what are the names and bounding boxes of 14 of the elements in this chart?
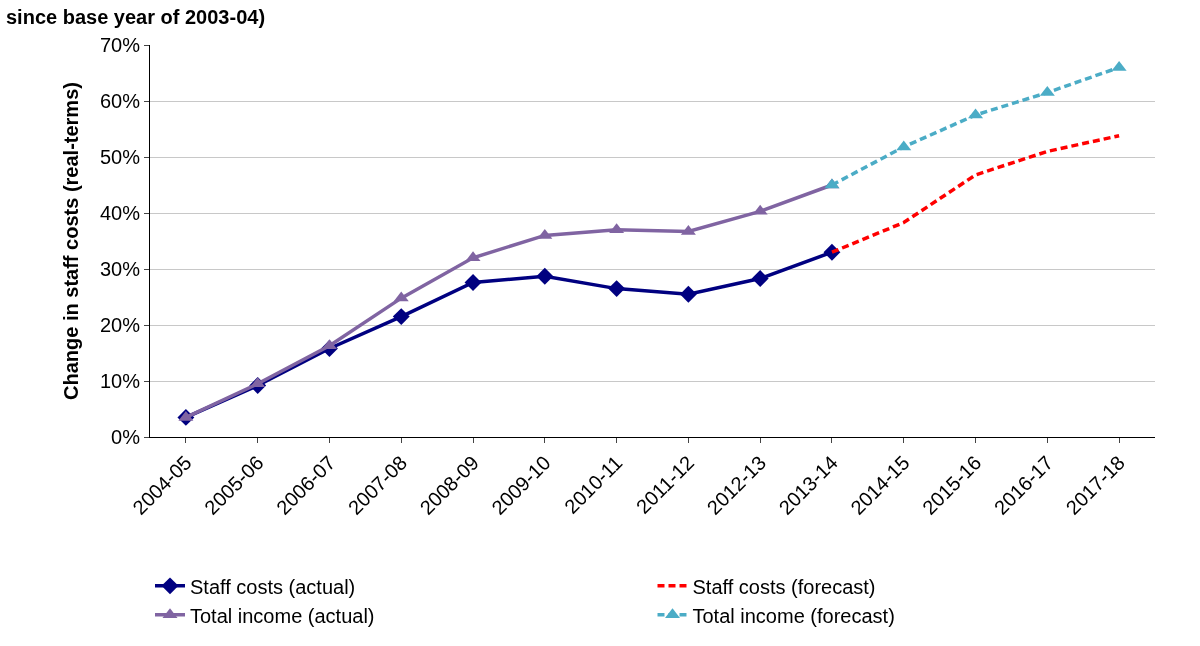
y-axis-title: Change in staff costs (real-terms)	[60, 82, 83, 400]
legend-label: Staff costs (forecast)	[692, 575, 876, 598]
y-tick-label: 60%	[99, 90, 141, 112]
y-tick-label: 10%	[99, 370, 141, 392]
y-tick-label: 50%	[99, 146, 141, 168]
y-tick-label: 20%	[99, 314, 141, 336]
y-tick-label: 40%	[99, 202, 141, 224]
y-tick-label: 0%	[111, 426, 141, 448]
legend-label: Staff costs (actual)	[190, 575, 356, 598]
chart-title: since base year of 2003-04)	[6, 5, 266, 28]
y-tick-label: 70%	[99, 34, 141, 56]
y-tick-label: 30%	[99, 258, 141, 280]
legend-label: Total income (forecast)	[692, 604, 895, 627]
legend-label: Total income (actual)	[190, 604, 375, 627]
